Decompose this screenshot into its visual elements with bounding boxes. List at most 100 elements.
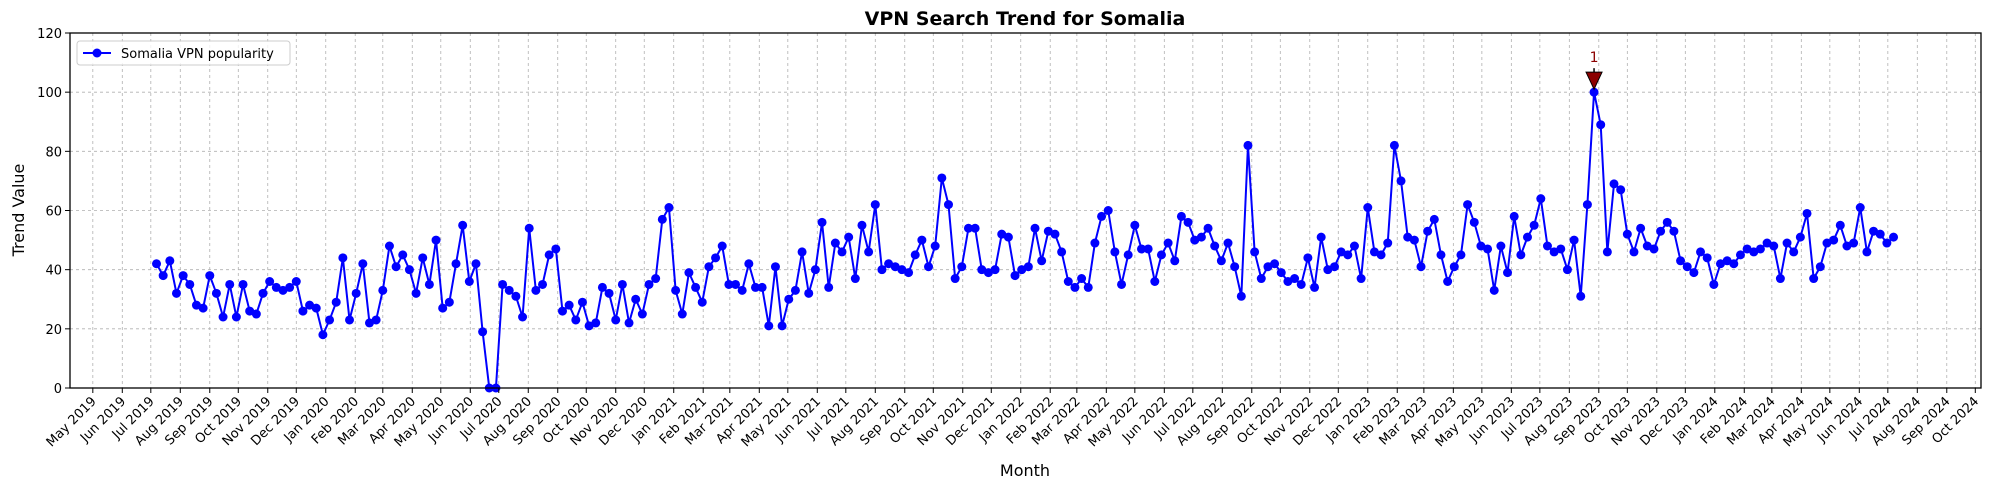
data-point <box>790 285 800 295</box>
data-point <box>404 265 414 275</box>
data-point <box>1709 279 1719 289</box>
data-point <box>1436 250 1446 260</box>
data-point <box>518 312 528 322</box>
data-point <box>1110 247 1120 257</box>
data-point <box>544 250 554 260</box>
data-point <box>1689 268 1699 278</box>
data-point <box>391 262 401 272</box>
data-point <box>970 223 980 233</box>
data-point <box>1576 291 1586 301</box>
data-point <box>990 265 1000 275</box>
data-point <box>345 315 355 325</box>
data-point <box>338 253 348 263</box>
data-point <box>711 253 721 263</box>
data-point <box>1316 232 1326 242</box>
y-tick-label: 100 <box>37 86 62 101</box>
data-point <box>657 214 667 224</box>
data-point <box>1882 238 1892 248</box>
data-point <box>917 235 927 245</box>
data-point <box>298 306 308 316</box>
data-point <box>1050 229 1060 239</box>
data-point <box>1389 140 1399 150</box>
data-point <box>1037 256 1047 266</box>
data-point <box>1090 238 1100 248</box>
data-point <box>1609 179 1619 189</box>
data-point <box>1203 223 1213 233</box>
data-point <box>1636 223 1646 233</box>
data-point <box>1696 247 1706 257</box>
data-point <box>531 285 541 295</box>
y-axis-label: Trend Value <box>9 164 28 258</box>
data-point <box>458 220 468 230</box>
data-point <box>538 279 548 289</box>
data-point <box>311 303 321 313</box>
data-point <box>1070 282 1080 292</box>
data-point <box>564 300 574 310</box>
data-point <box>1443 277 1453 286</box>
data-point <box>1489 285 1499 295</box>
data-point <box>1230 262 1240 272</box>
data-point <box>1290 274 1300 284</box>
data-point <box>664 203 674 213</box>
data-point <box>185 279 195 289</box>
data-point <box>1123 250 1133 260</box>
data-point <box>438 303 448 313</box>
data-point <box>1735 250 1745 260</box>
annotation-triangle-marker <box>1585 71 1603 91</box>
data-point <box>471 259 481 269</box>
data-point <box>1536 194 1546 204</box>
data-point <box>830 238 840 248</box>
data-point <box>1522 232 1532 242</box>
data-point <box>524 223 534 233</box>
data-point <box>1862 247 1872 257</box>
data-point <box>178 271 188 281</box>
data-point <box>764 321 774 331</box>
data-point <box>1349 241 1359 251</box>
data-point <box>1136 244 1146 254</box>
data-point <box>591 318 601 328</box>
data-point <box>1396 176 1406 186</box>
data-point <box>1802 208 1812 218</box>
data-point <box>1516 250 1526 260</box>
y-tick-label: 80 <box>45 145 62 160</box>
data-point <box>1356 274 1366 284</box>
data-point <box>331 297 341 307</box>
data-point <box>1769 241 1779 251</box>
data-point <box>837 247 847 257</box>
data-point <box>1383 238 1393 248</box>
data-point <box>1602 247 1612 257</box>
data-point <box>744 259 754 269</box>
data-point <box>1270 259 1280 269</box>
data-point <box>258 288 268 298</box>
data-point <box>424 279 434 289</box>
data-point <box>1429 214 1439 224</box>
data-point <box>870 200 880 210</box>
data-point <box>624 318 634 328</box>
data-point <box>325 315 335 325</box>
data-point <box>1875 229 1885 239</box>
data-point <box>1163 238 1173 248</box>
data-point <box>1509 211 1519 221</box>
data-point <box>1250 247 1260 257</box>
data-point <box>1216 256 1226 266</box>
data-point <box>1103 206 1113 215</box>
data-point <box>511 291 521 301</box>
data-point <box>1616 185 1626 195</box>
grid <box>70 32 1981 389</box>
data-point <box>478 327 488 337</box>
data-point <box>498 279 508 289</box>
data-point <box>451 259 461 269</box>
data-point <box>1130 220 1140 230</box>
data-point <box>1156 250 1166 260</box>
data-point <box>557 306 567 316</box>
data-point <box>1503 268 1513 278</box>
data-point <box>1409 235 1419 245</box>
legend: Somalia VPN popularity <box>76 40 291 66</box>
data-point <box>617 279 627 289</box>
data-point <box>1782 238 1792 248</box>
data-point <box>1789 247 1799 257</box>
data-point <box>231 312 241 322</box>
data-point <box>1662 217 1672 227</box>
annotations: 1 <box>1585 50 1603 91</box>
data-point <box>152 259 162 269</box>
